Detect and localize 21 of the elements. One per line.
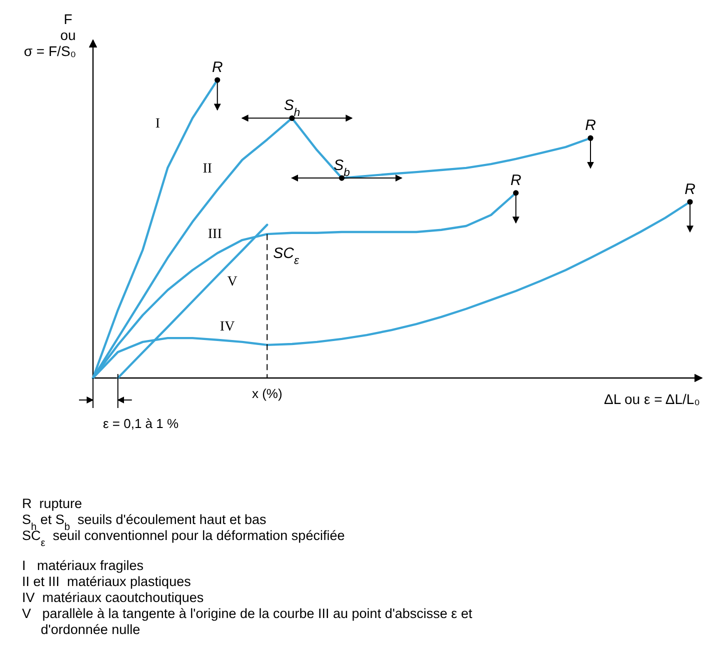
y-axis-title: F ou σ = F/S₀ — [24, 11, 76, 59]
annotation: S$_{h}$ — [284, 97, 300, 120]
x-axis-title: ΔL ou ε = ΔL/L₀ — [604, 391, 700, 407]
series-label: III — [208, 226, 222, 242]
annotation: R — [585, 117, 596, 134]
annotation: S$_{b}$ — [334, 157, 350, 180]
text: IV matériaux caoutchoutiques — [22, 590, 204, 605]
text: I matériaux fragiles — [22, 558, 144, 573]
text: ε = 0,1 à 1 % — [103, 416, 179, 431]
annotation: R — [684, 180, 696, 198]
series-label: II — [202, 161, 212, 176]
series-label: IV — [220, 319, 235, 334]
series-label: V — [227, 274, 238, 290]
text: x (%) — [252, 386, 282, 401]
text: II et III matériaux plastiques — [22, 574, 192, 589]
text: V parallèle à la tangente à l'origine de la courbe III au point d'abscisse ε et d'ordonnée nulle — [22, 606, 472, 637]
series-label: I — [155, 116, 160, 132]
annotation: R — [510, 172, 522, 189]
annotation: R — [212, 59, 223, 76]
text: R rupture — [22, 496, 82, 511]
annotation: SC$_{ε}$ — [273, 245, 300, 268]
